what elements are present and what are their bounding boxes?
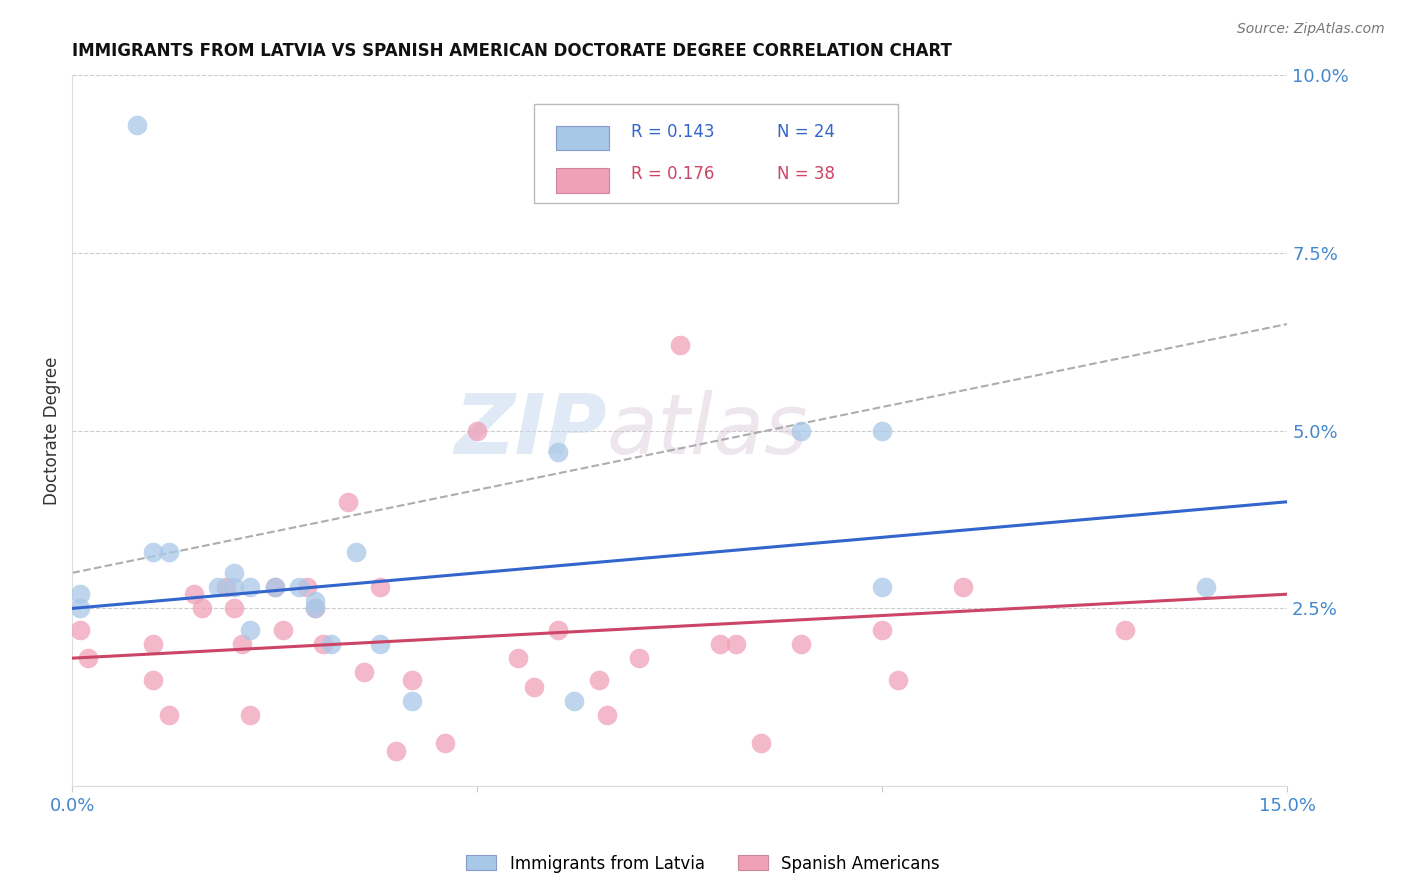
Point	[69, 587, 91, 601]
Point	[224, 566, 246, 580]
Text: R = 0.176: R = 0.176	[631, 165, 714, 184]
FancyBboxPatch shape	[534, 103, 898, 203]
Point	[207, 580, 229, 594]
Point	[1114, 623, 1136, 637]
Point	[142, 637, 165, 651]
Point	[271, 623, 294, 637]
Point	[288, 580, 311, 594]
Point	[321, 637, 343, 651]
Point	[790, 637, 813, 651]
Point	[401, 694, 423, 708]
Point	[385, 743, 408, 757]
Point	[1195, 580, 1218, 594]
Point	[596, 708, 619, 723]
Point	[952, 580, 974, 594]
Point	[368, 637, 391, 651]
Point	[239, 623, 262, 637]
Point	[709, 637, 731, 651]
Text: ZIP: ZIP	[454, 390, 607, 471]
Point	[870, 580, 893, 594]
Point	[239, 580, 262, 594]
Point	[433, 737, 456, 751]
Point	[142, 544, 165, 558]
Point	[69, 623, 91, 637]
Point	[547, 623, 569, 637]
Point	[239, 708, 262, 723]
Point	[506, 651, 529, 665]
Point	[344, 544, 367, 558]
Point	[547, 445, 569, 459]
Point	[191, 601, 214, 615]
Point	[142, 673, 165, 687]
Point	[870, 623, 893, 637]
Point	[887, 673, 910, 687]
Point	[523, 680, 546, 694]
Text: R = 0.143: R = 0.143	[631, 122, 714, 141]
FancyBboxPatch shape	[555, 169, 609, 193]
Point	[159, 544, 181, 558]
Point	[125, 118, 148, 132]
Point	[77, 651, 100, 665]
Point	[304, 594, 326, 608]
Point	[790, 424, 813, 438]
Point	[224, 580, 246, 594]
Point	[725, 637, 748, 651]
Point	[588, 673, 610, 687]
Point	[336, 495, 359, 509]
Point	[564, 694, 586, 708]
Point	[368, 580, 391, 594]
Point	[183, 587, 205, 601]
Text: IMMIGRANTS FROM LATVIA VS SPANISH AMERICAN DOCTORATE DEGREE CORRELATION CHART: IMMIGRANTS FROM LATVIA VS SPANISH AMERIC…	[72, 42, 952, 60]
Text: Source: ZipAtlas.com: Source: ZipAtlas.com	[1237, 22, 1385, 37]
Point	[749, 737, 772, 751]
Point	[295, 580, 318, 594]
Point	[353, 665, 375, 680]
Point	[304, 601, 326, 615]
Text: N = 38: N = 38	[778, 165, 835, 184]
Point	[215, 580, 238, 594]
Point	[465, 424, 488, 438]
Point	[159, 708, 181, 723]
Text: atlas: atlas	[607, 390, 808, 471]
Text: N = 24: N = 24	[778, 122, 835, 141]
FancyBboxPatch shape	[555, 126, 609, 150]
Point	[231, 637, 253, 651]
Point	[263, 580, 285, 594]
Point	[870, 424, 893, 438]
Point	[312, 637, 335, 651]
Point	[69, 601, 91, 615]
Y-axis label: Doctorate Degree: Doctorate Degree	[44, 357, 60, 505]
Point	[304, 601, 326, 615]
Point	[224, 601, 246, 615]
Point	[263, 580, 285, 594]
Legend: Immigrants from Latvia, Spanish Americans: Immigrants from Latvia, Spanish American…	[460, 848, 946, 880]
Point	[401, 673, 423, 687]
Point	[628, 651, 651, 665]
Point	[668, 338, 690, 352]
